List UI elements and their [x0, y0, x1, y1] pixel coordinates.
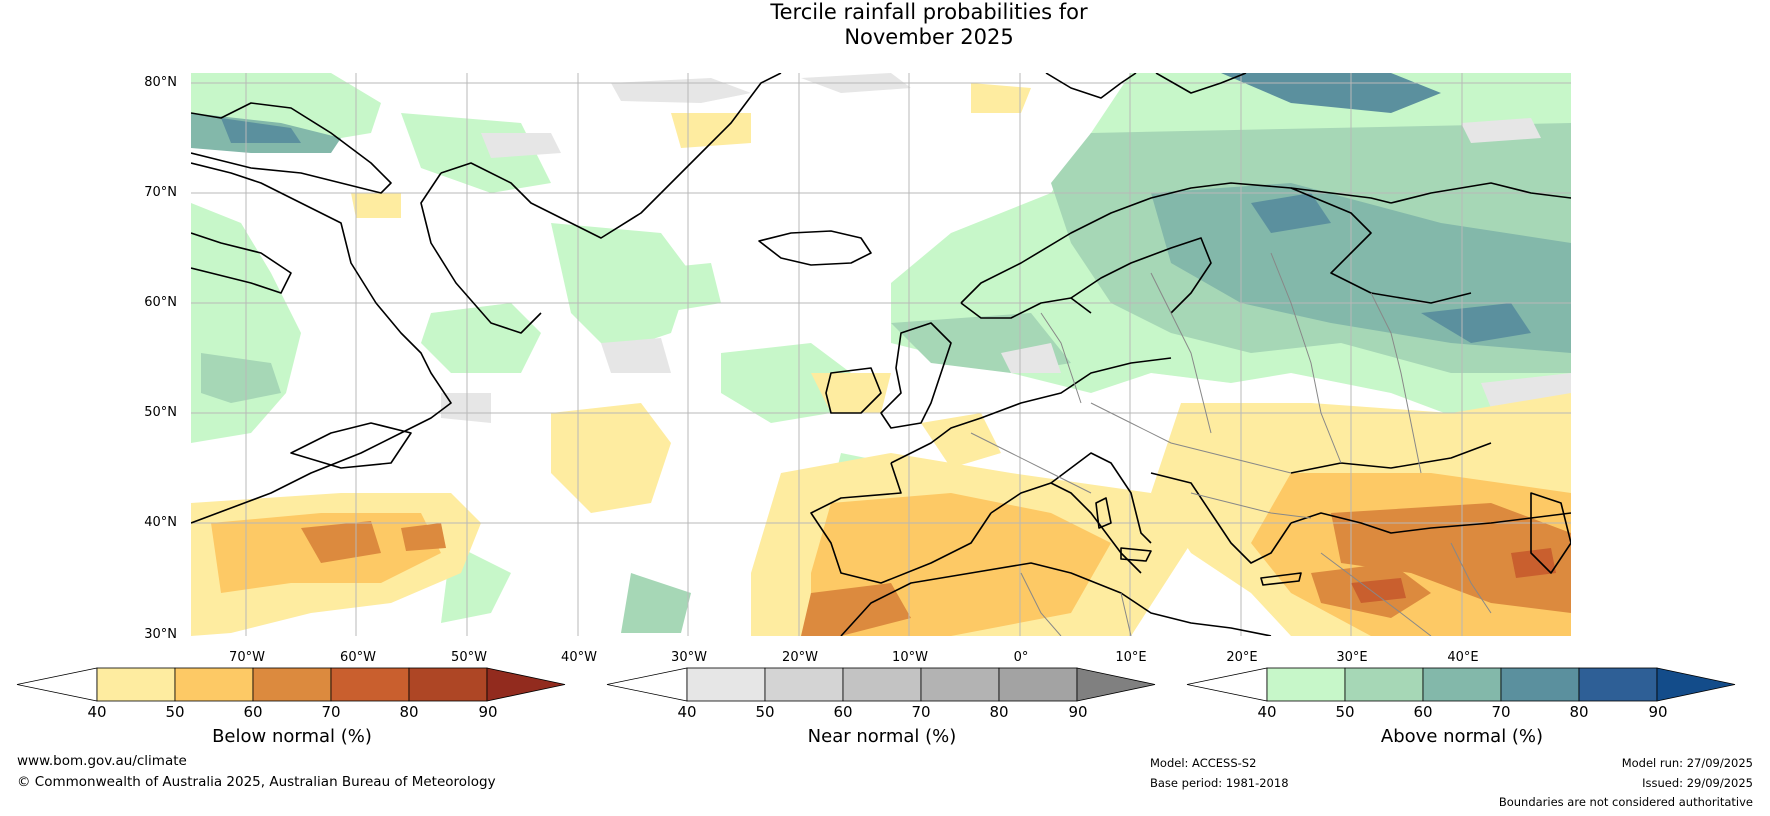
coastlines	[191, 73, 1571, 636]
chart-title: Tercile rainfall probabilities for Novem…	[0, 0, 1770, 50]
lat-label-30n: 30°N	[144, 627, 177, 642]
website-link[interactable]: www.bom.gov.au/climate	[17, 753, 187, 769]
lon-label-30w: 30°W	[671, 650, 707, 665]
near-tick-60: 60	[833, 703, 853, 721]
near-swatch-80-90	[998, 667, 1078, 702]
lon-label-70w: 70°W	[229, 650, 265, 665]
lon-label-50w: 50°W	[451, 650, 487, 665]
below-normal-label: Below normal (%)	[212, 726, 372, 747]
issued-date: Issued: 29/09/2025	[1642, 776, 1753, 790]
near-swatch-below-40	[606, 667, 688, 702]
lon-label-30e: 30°E	[1336, 650, 1368, 665]
above-swatch-80-90	[1578, 667, 1658, 702]
near-normal-label: Near normal (%)	[807, 726, 957, 747]
above-tick-50: 50	[1335, 703, 1355, 721]
colorbar-near-normal	[606, 667, 1157, 703]
lon-label-40w: 40°W	[561, 650, 597, 665]
below-swatch-40-50	[96, 667, 176, 702]
lon-label-20w: 20°W	[782, 650, 818, 665]
colorbar-near-svg	[606, 667, 1156, 702]
above-swatch-70-80	[1500, 667, 1580, 702]
above-swatch-40-50	[1266, 667, 1346, 702]
above-swatch-60-70	[1422, 667, 1502, 702]
below-swatch-60-70	[252, 667, 332, 702]
near-tick-70: 70	[911, 703, 931, 721]
lon-label-60w: 60°W	[340, 650, 376, 665]
lon-label-40e: 40°E	[1447, 650, 1479, 665]
above-tick-40: 40	[1257, 703, 1277, 721]
below-swatch-70-80	[330, 667, 410, 702]
lat-label-70n: 70°N	[144, 185, 177, 200]
lat-label-40n: 40°N	[144, 515, 177, 530]
map-svg	[191, 73, 1571, 636]
model-run-date: Model run: 27/09/2025	[1621, 756, 1753, 770]
above-swatch-below-40	[1186, 667, 1268, 702]
near-tick-90: 90	[1068, 703, 1088, 721]
colorbar-above-svg	[1186, 667, 1736, 702]
colorbar-above-normal	[1186, 667, 1737, 703]
above-swatch-50-60	[1344, 667, 1424, 702]
title-line-2: November 2025	[844, 25, 1014, 49]
above-tick-70: 70	[1491, 703, 1511, 721]
title-line-1: Tercile rainfall probabilities for	[770, 0, 1088, 24]
lat-label-50n: 50°N	[144, 405, 177, 420]
below-swatch-below-40	[16, 667, 98, 702]
above-tick-90: 90	[1648, 703, 1668, 721]
below-tick-40: 40	[87, 703, 107, 721]
near-swatch-60-70	[842, 667, 922, 702]
near-swatch-above-90	[1076, 667, 1156, 702]
lat-label-60n: 60°N	[144, 295, 177, 310]
lat-label-80n: 80°N	[144, 75, 177, 90]
boundaries-disclaimer: Boundaries are not considered authoritat…	[1498, 795, 1753, 809]
model-name: Model: ACCESS-S2	[1150, 756, 1257, 770]
colorbar-below-svg	[16, 667, 566, 702]
below-tick-60: 60	[243, 703, 263, 721]
lon-label-10w: 10°W	[892, 650, 928, 665]
copyright-text: © Commonwealth of Australia 2025, Austra…	[17, 774, 496, 790]
country-borders	[970, 252, 1492, 636]
above-tick-60: 60	[1413, 703, 1433, 721]
near-swatch-70-80	[920, 667, 1000, 702]
lon-label-20e: 20°E	[1226, 650, 1258, 665]
below-swatch-80-90	[408, 667, 488, 702]
above-swatch-above-90	[1656, 667, 1736, 702]
near-tick-40: 40	[677, 703, 697, 721]
lon-label-0: 0°	[1013, 650, 1029, 665]
lon-label-10e: 10°E	[1115, 650, 1147, 665]
colorbar-below-normal	[16, 667, 567, 703]
above-normal-label: Above normal (%)	[1380, 726, 1544, 747]
near-tick-80: 80	[989, 703, 1009, 721]
below-tick-70: 70	[321, 703, 341, 721]
below-tick-80: 80	[399, 703, 419, 721]
near-swatch-50-60	[764, 667, 844, 702]
probability-map	[191, 73, 1571, 636]
below-tick-90: 90	[478, 703, 498, 721]
base-period: Base period: 1981-2018	[1150, 776, 1289, 790]
near-swatch-40-50	[686, 667, 766, 702]
below-tick-50: 50	[165, 703, 185, 721]
below-normal-regions	[191, 83, 1571, 636]
below-swatch-above-90	[486, 667, 566, 702]
near-tick-50: 50	[755, 703, 775, 721]
above-tick-80: 80	[1569, 703, 1589, 721]
below-swatch-50-60	[174, 667, 254, 702]
graticule	[191, 73, 1571, 636]
